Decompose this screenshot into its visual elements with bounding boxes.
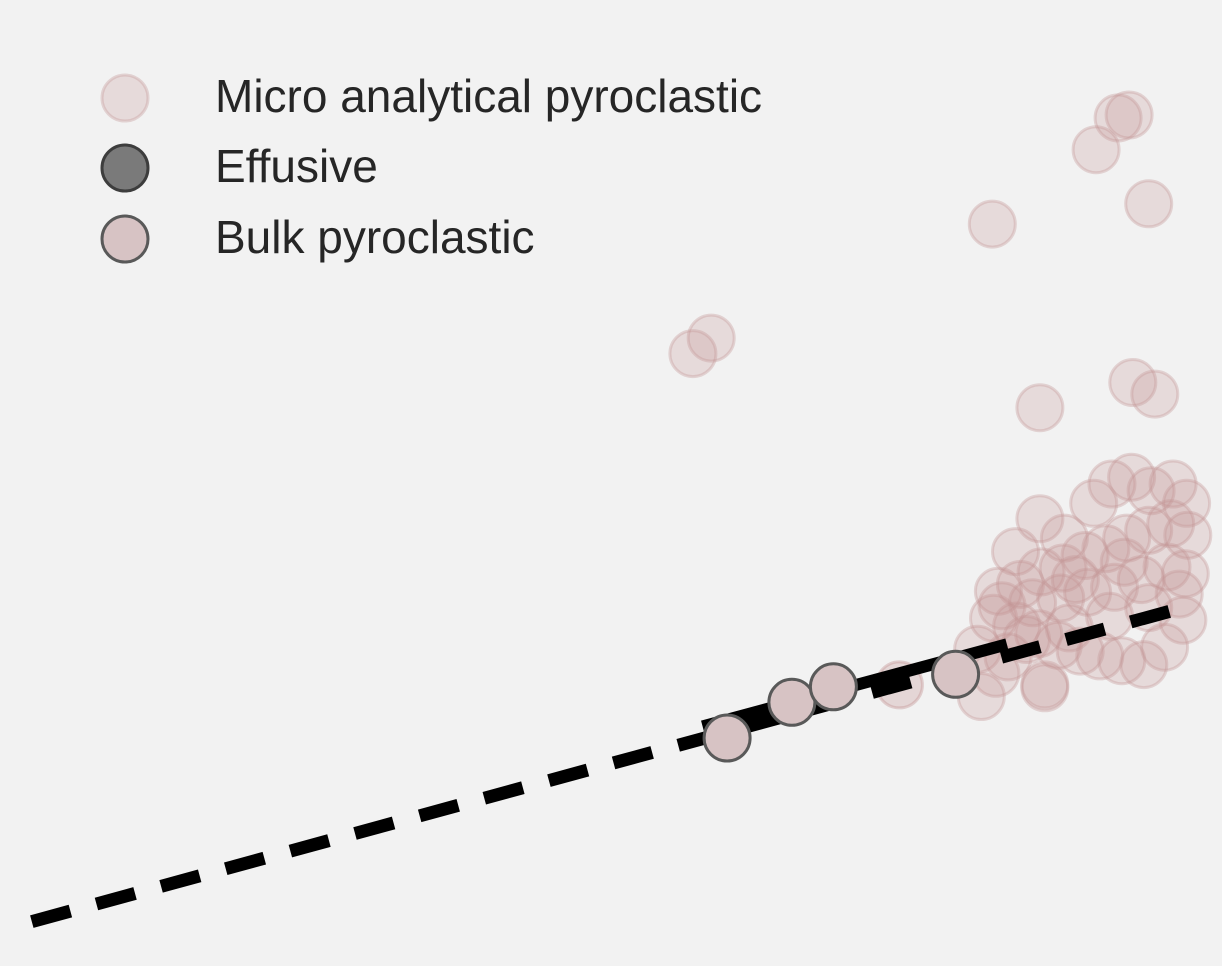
micro-point [1020, 663, 1070, 713]
micro-point [1081, 524, 1131, 574]
legend-label-micro: Micro analytical pyroclastic [215, 70, 762, 122]
micro-point [1160, 549, 1210, 599]
micro-point [1099, 537, 1149, 587]
micro-point [1148, 459, 1198, 509]
micro-point [1126, 466, 1176, 516]
micro-point [995, 559, 1045, 609]
micro-point [967, 199, 1017, 249]
micro-point [1063, 567, 1113, 617]
micro-point [1016, 547, 1066, 597]
micro-point [1154, 569, 1204, 619]
bulk-points-layer [702, 649, 981, 763]
micro-point [1108, 358, 1158, 407]
micro-point [686, 313, 736, 363]
micro-point [991, 527, 1040, 577]
micro-point [1087, 459, 1137, 509]
legend-marker-bulk [100, 214, 150, 264]
micro-point [1038, 543, 1088, 593]
micro-point [1119, 640, 1169, 690]
legend: Micro analytical pyroclastic Effusive Bu… [100, 70, 762, 264]
points-layer [668, 90, 1213, 721]
bulk-point [931, 649, 981, 699]
micro-point [1008, 578, 1058, 628]
micro-point [1162, 478, 1212, 528]
legend-label-effusive: Effusive [215, 140, 378, 192]
micro-point [1146, 499, 1196, 549]
micro-point [1140, 622, 1190, 672]
micro-point [973, 566, 1023, 616]
micro-point [668, 329, 718, 379]
micro-point [1163, 510, 1213, 560]
micro-point [977, 581, 1027, 631]
micro-point [1107, 452, 1157, 502]
micro-point [1104, 90, 1154, 140]
micro-point [969, 593, 1018, 643]
micro-point [1093, 93, 1143, 143]
micro-point [1015, 494, 1065, 544]
micro-point [1090, 562, 1139, 612]
micro-point [1071, 125, 1121, 175]
bulk-point [767, 677, 817, 727]
micro-point [1102, 513, 1152, 563]
legend-marker-micro [100, 73, 150, 123]
micro-point [1097, 636, 1147, 686]
micro-point [1015, 383, 1065, 433]
legend-marker-effusive [100, 143, 150, 193]
micro-point [1142, 542, 1192, 592]
legend-label-bulk: Bulk pyroclastic [215, 211, 535, 263]
bulk-point [808, 662, 858, 712]
micro-point [1020, 660, 1070, 710]
micro-point [1116, 555, 1166, 605]
micro-point [1039, 513, 1089, 563]
micro-point [1124, 505, 1174, 555]
micro-point [1069, 478, 1119, 528]
micro-point [1124, 179, 1174, 229]
micro-point [1130, 369, 1180, 419]
micro-point [1050, 555, 1100, 605]
bulk-point [702, 713, 752, 763]
micro-point [1060, 531, 1110, 580]
micro-point [1036, 573, 1086, 623]
